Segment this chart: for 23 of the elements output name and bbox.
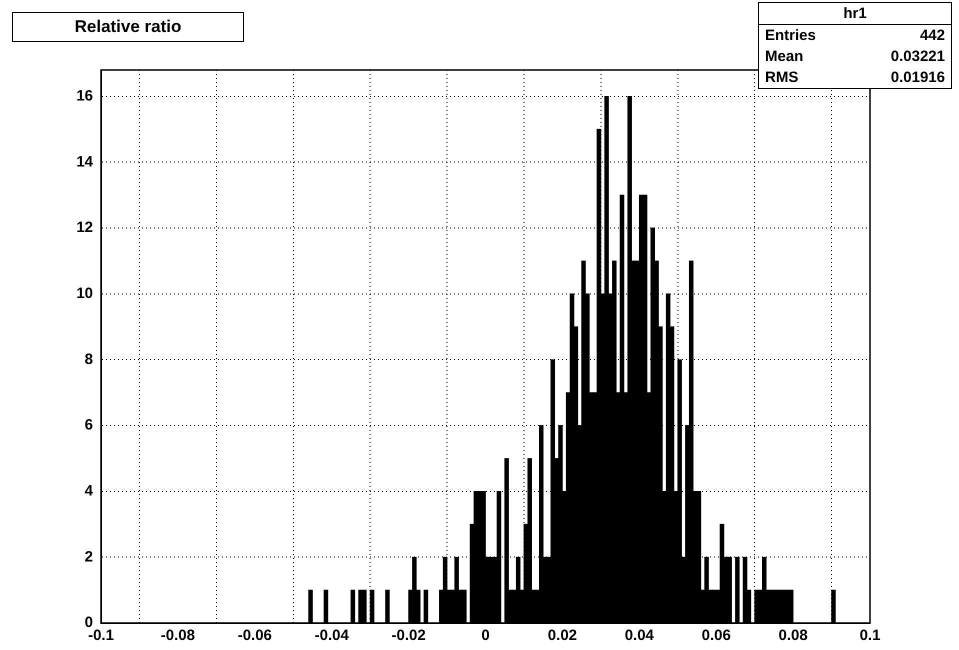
x-tick-label: 0.04 [624, 627, 655, 644]
text: Entries 442 [765, 27, 945, 44]
chart-title: Relative ratio [12, 12, 244, 42]
x-tick-label: 0.06 [702, 627, 731, 644]
x-tick-label: 0.02 [548, 627, 577, 644]
y-tick-label: 16 [76, 87, 93, 104]
x-tick-label: 0.08 [778, 627, 808, 644]
text: hr1 [759, 3, 951, 25]
y-tick-label: 12 [76, 219, 93, 236]
x-tick-label: -0.02 [392, 627, 426, 644]
y-tick-label: 8 [84, 350, 93, 368]
text: RMS 0.01916 [765, 69, 945, 86]
x-tick-label: -0.04 [314, 627, 350, 644]
text: Mean 0.03221 [765, 48, 945, 65]
x-tick-label: -0.06 [238, 627, 272, 644]
y-tick-label: 2 [84, 548, 93, 566]
y-tick-label: 4 [84, 482, 94, 500]
x-tick-label: 0 [481, 627, 490, 644]
y-tick-label: 6 [84, 416, 93, 434]
x-tick-label: 0.1 [860, 627, 880, 644]
y-tick-label: 10 [76, 284, 93, 302]
y-tick-label: 14 [76, 153, 94, 170]
x-tick-label: -0.08 [160, 627, 195, 644]
